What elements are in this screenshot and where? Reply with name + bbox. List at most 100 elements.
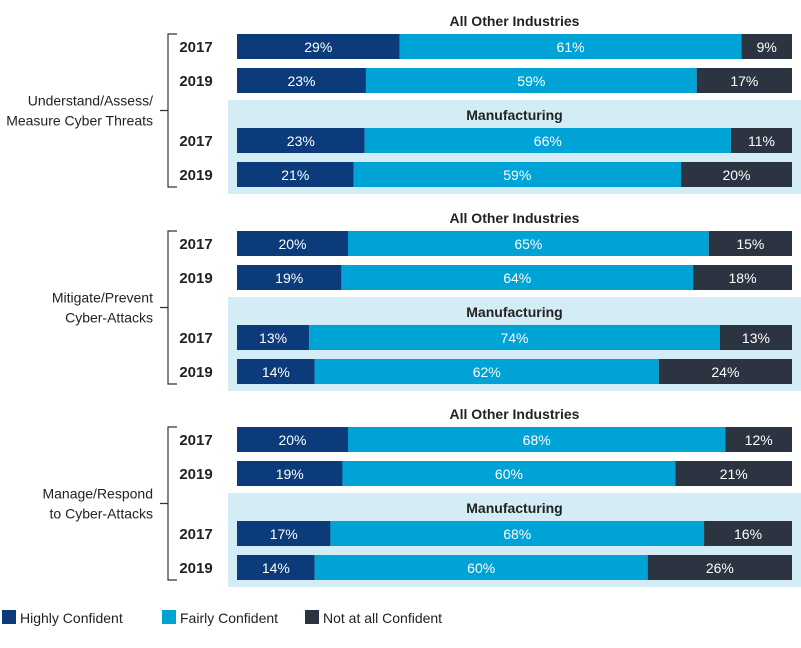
bar-segment-not-confident bbox=[681, 162, 792, 187]
bar-segment-fairly-confident bbox=[341, 265, 694, 290]
data-label: 60% bbox=[467, 560, 495, 576]
bar-segment-fairly-confident bbox=[309, 325, 720, 350]
data-label: 20% bbox=[722, 167, 750, 183]
legend-swatch bbox=[305, 610, 319, 624]
data-label: 59% bbox=[503, 167, 531, 183]
category-bracket bbox=[160, 33, 177, 188]
year-label: 2019 bbox=[179, 364, 212, 381]
bar-segment-highly-confident bbox=[237, 34, 400, 59]
data-label: 64% bbox=[503, 270, 531, 286]
category-label: Mitigate/Prevent bbox=[52, 290, 153, 306]
bar-segment-fairly-confident bbox=[330, 521, 705, 546]
bar-segment-highly-confident bbox=[237, 231, 348, 256]
data-label: 23% bbox=[287, 73, 315, 89]
bar-segment-highly-confident bbox=[237, 68, 366, 93]
data-label: 20% bbox=[278, 236, 306, 252]
category-label: to Cyber-Attacks bbox=[50, 506, 153, 522]
legend-swatch bbox=[2, 610, 16, 624]
data-label: 15% bbox=[736, 236, 764, 252]
year-label: 2017 bbox=[179, 39, 212, 56]
bar-segment-fairly-confident bbox=[314, 359, 659, 384]
bar-segment-highly-confident bbox=[237, 325, 310, 350]
data-label: 21% bbox=[281, 167, 309, 183]
bar-segment-highly-confident bbox=[237, 359, 315, 384]
bar-segment-highly-confident bbox=[237, 461, 343, 486]
bar-segment-not-confident bbox=[696, 68, 792, 93]
bar-segment-not-confident bbox=[704, 521, 792, 546]
data-label: 68% bbox=[503, 526, 531, 542]
year-label: 2019 bbox=[179, 73, 212, 90]
group-title: All Other Industries bbox=[450, 210, 580, 226]
data-label: 11% bbox=[748, 133, 775, 149]
data-label: 13% bbox=[259, 330, 287, 346]
category-label: Measure Cyber Threats bbox=[6, 113, 153, 129]
bar-segment-not-confident bbox=[658, 359, 792, 384]
data-label: 24% bbox=[711, 364, 739, 380]
bar-segment-fairly-confident bbox=[314, 555, 648, 580]
group-title: Manufacturing bbox=[466, 500, 562, 516]
bar-segment-not-confident bbox=[693, 265, 792, 290]
bar-segment-fairly-confident bbox=[348, 427, 726, 452]
legend-label: Not at all Confident bbox=[323, 610, 442, 626]
year-label: 2017 bbox=[179, 526, 212, 543]
data-label: 21% bbox=[720, 466, 748, 482]
bar-segment-highly-confident bbox=[237, 162, 354, 187]
bar-segment-highly-confident bbox=[237, 555, 315, 580]
group-title: All Other Industries bbox=[450, 406, 580, 422]
legend-swatch bbox=[162, 610, 176, 624]
bar-segment-not-confident bbox=[708, 231, 792, 256]
data-label: 14% bbox=[262, 560, 290, 576]
bar-segment-fairly-confident bbox=[353, 162, 681, 187]
data-label: 26% bbox=[706, 560, 734, 576]
bar-segment-not-confident bbox=[730, 128, 792, 153]
data-label: 19% bbox=[276, 466, 304, 482]
bar-segment-not-confident bbox=[741, 34, 792, 59]
bar-segment-fairly-confident bbox=[348, 231, 709, 256]
data-label: 29% bbox=[304, 39, 332, 55]
category-bracket bbox=[160, 230, 177, 385]
data-label: 68% bbox=[523, 432, 551, 448]
group-title: Manufacturing bbox=[466, 107, 562, 123]
year-label: 2017 bbox=[179, 432, 212, 449]
data-label: 74% bbox=[500, 330, 528, 346]
data-label: 65% bbox=[514, 236, 542, 252]
data-label: 66% bbox=[534, 133, 562, 149]
bar-segment-not-confident bbox=[647, 555, 792, 580]
bar-segment-fairly-confident bbox=[399, 34, 742, 59]
bar-segment-highly-confident bbox=[237, 427, 348, 452]
data-label: 19% bbox=[275, 270, 303, 286]
year-label: 2019 bbox=[179, 270, 212, 287]
group-title: Manufacturing bbox=[466, 304, 562, 320]
data-label: 16% bbox=[734, 526, 762, 542]
bar-segment-not-confident bbox=[725, 427, 792, 452]
bar-segment-highly-confident bbox=[237, 521, 331, 546]
category-label: Cyber-Attacks bbox=[65, 310, 153, 326]
data-label: 17% bbox=[730, 73, 758, 89]
legend-label: Fairly Confident bbox=[180, 610, 278, 626]
data-label: 60% bbox=[495, 466, 523, 482]
bar-segment-not-confident bbox=[719, 325, 792, 350]
bar-segment-fairly-confident bbox=[365, 68, 697, 93]
data-label: 9% bbox=[757, 39, 777, 55]
data-label: 62% bbox=[473, 364, 501, 380]
year-label: 2017 bbox=[179, 236, 212, 253]
data-label: 17% bbox=[270, 526, 298, 542]
data-label: 20% bbox=[278, 432, 306, 448]
data-label: 23% bbox=[287, 133, 315, 149]
bar-segment-highly-confident bbox=[237, 128, 365, 153]
bar-segment-fairly-confident bbox=[342, 461, 676, 486]
category-label: Understand/Assess/ bbox=[28, 93, 153, 109]
bar-segment-not-confident bbox=[675, 461, 792, 486]
bar-segment-fairly-confident bbox=[364, 128, 731, 153]
category-label: Manage/Respond bbox=[42, 486, 153, 502]
data-label: 13% bbox=[742, 330, 770, 346]
year-label: 2019 bbox=[179, 466, 212, 483]
year-label: 2019 bbox=[179, 167, 212, 184]
year-label: 2019 bbox=[179, 560, 212, 577]
data-label: 12% bbox=[745, 432, 773, 448]
category-bracket bbox=[160, 426, 177, 581]
data-label: 59% bbox=[517, 73, 545, 89]
group-title: All Other Industries bbox=[450, 13, 580, 29]
legend-label: Highly Confident bbox=[20, 610, 123, 626]
